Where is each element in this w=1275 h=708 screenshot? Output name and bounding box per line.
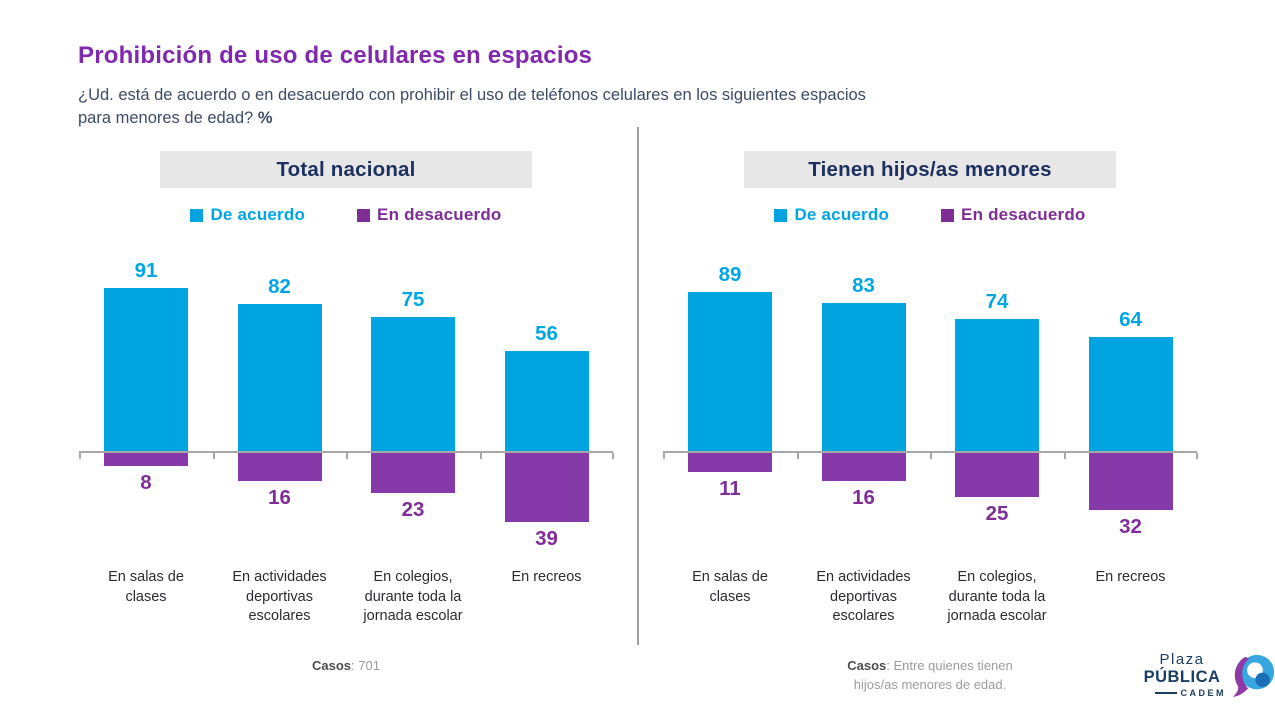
bar-disagree bbox=[1088, 452, 1173, 510]
legend-hijos-menores: De acuerdo En desacuerdo bbox=[663, 205, 1197, 225]
axis-tick bbox=[796, 453, 799, 459]
logo-underline bbox=[1154, 692, 1177, 694]
agree-swatch-icon bbox=[774, 208, 788, 222]
axis-tick bbox=[1063, 453, 1066, 459]
bar-disagree bbox=[104, 452, 188, 467]
category-label: En recreos bbox=[1095, 569, 1166, 585]
bar-agree bbox=[821, 302, 906, 452]
panel-divider bbox=[637, 127, 639, 645]
footnote-casos-label: Casos bbox=[847, 658, 887, 673]
brand-logo-text: Plaza PÚBLICA CADEM bbox=[1138, 651, 1226, 698]
bar-agree bbox=[955, 318, 1039, 452]
value-label-agree: 75 bbox=[401, 288, 425, 311]
cadem-bubble-icon bbox=[1232, 654, 1275, 697]
bar-agree bbox=[371, 317, 455, 452]
category-label: En colegios, durante toda la jornada esc… bbox=[947, 569, 1047, 624]
survey-question: ¿Ud. está de acuerdo o en desacuerdo con… bbox=[78, 84, 866, 130]
axis-tick bbox=[930, 453, 932, 459]
value-label-disagree: 16 bbox=[268, 485, 291, 509]
bar-disagree bbox=[821, 452, 906, 481]
brand-logo: Plaza PÚBLICA CADEM bbox=[1138, 651, 1275, 698]
legend-item-agree: De acuerdo bbox=[774, 205, 889, 225]
value-label-agree: 89 bbox=[718, 262, 742, 286]
axis-tick bbox=[663, 453, 665, 459]
footnote-casos-value: : 701 bbox=[351, 658, 380, 673]
footnote-total-nacional: Casos: 701 bbox=[79, 656, 613, 675]
footnote-casos-value: : Entre quienes tienen hijos/as menores … bbox=[853, 658, 1013, 692]
chart-total-nacional: 91 8 En salas de clases 82 16 En actividades … bbox=[79, 242, 614, 642]
logo-plaza-text: Plaza bbox=[1159, 651, 1205, 668]
bar-disagree bbox=[237, 452, 322, 481]
panel-title-total-nacional: Total nacional bbox=[160, 151, 532, 188]
legend-label-disagree: En desacuerdo bbox=[961, 205, 1086, 224]
bar-agree bbox=[237, 304, 322, 452]
axis-tick bbox=[212, 453, 215, 459]
legend-item-agree: De acuerdo bbox=[190, 205, 305, 225]
page-title: Prohibición de uso de celulares en espac… bbox=[78, 42, 593, 69]
bar-agree bbox=[1088, 336, 1173, 452]
value-label-disagree: 23 bbox=[401, 498, 425, 522]
value-label-agree: 64 bbox=[1119, 307, 1142, 331]
agree-swatch-icon bbox=[190, 208, 204, 222]
footnote-hijos-menores: Casos: Entre quienes tienen hijos/as men… bbox=[827, 656, 1033, 694]
axis-tick bbox=[479, 453, 482, 459]
x-axis-line bbox=[79, 451, 613, 453]
value-label-disagree: 8 bbox=[140, 471, 152, 495]
footnote-casos-label: Casos bbox=[312, 658, 352, 673]
axis-tick bbox=[1195, 453, 1198, 459]
bar-disagree bbox=[955, 452, 1039, 497]
legend-total-nacional: De acuerdo En desacuerdo bbox=[79, 205, 613, 225]
bar-agree bbox=[104, 288, 188, 452]
value-label-agree: 74 bbox=[985, 289, 1009, 313]
value-label-disagree: 32 bbox=[1119, 514, 1142, 538]
x-axis-line bbox=[663, 451, 1197, 453]
axis-tick bbox=[79, 453, 81, 459]
legend-item-disagree: En desacuerdo bbox=[941, 205, 1085, 225]
logo-cadem-text: CADEM bbox=[1180, 688, 1226, 698]
disagree-swatch-icon bbox=[941, 208, 955, 222]
bar-agree bbox=[688, 291, 772, 452]
value-label-agree: 91 bbox=[134, 259, 158, 283]
value-label-agree: 83 bbox=[852, 273, 875, 297]
axis-tick bbox=[346, 453, 348, 459]
value-label-disagree: 11 bbox=[719, 476, 741, 500]
chart-hijos-menores: 89 11 En salas de clases 83 16 En actividades… bbox=[663, 242, 1198, 642]
axis-tick bbox=[611, 453, 614, 459]
value-label-disagree: 25 bbox=[985, 502, 1009, 525]
legend-item-disagree: En desacuerdo bbox=[357, 205, 501, 225]
panel-title-hijos-menores: Tienen hijos/as menores bbox=[744, 151, 1116, 188]
value-label-disagree: 16 bbox=[852, 485, 875, 509]
disagree-swatch-icon bbox=[357, 208, 371, 222]
logo-cadem-row: CADEM bbox=[1138, 688, 1226, 698]
percent-label: % bbox=[257, 109, 273, 127]
bar-agree bbox=[504, 351, 589, 452]
survey-question-line1: ¿Ud. está de acuerdo o en desacuerdo con… bbox=[78, 86, 866, 104]
category-label: En recreos bbox=[511, 569, 582, 585]
bar-disagree bbox=[688, 452, 772, 472]
category-label: En salas de clases bbox=[692, 569, 768, 605]
category-label: En actividades deportivas escolares bbox=[816, 569, 911, 624]
legend-label-disagree: En desacuerdo bbox=[377, 205, 502, 224]
value-label-agree: 82 bbox=[268, 275, 291, 299]
category-label: En salas de clases bbox=[108, 569, 184, 605]
legend-label-agree: De acuerdo bbox=[210, 205, 306, 224]
category-label: En actividades deportivas escolares bbox=[232, 569, 327, 624]
category-label: En colegios, durante toda la jornada esc… bbox=[363, 569, 463, 624]
bar-disagree bbox=[504, 452, 589, 523]
value-label-agree: 56 bbox=[535, 322, 558, 346]
survey-question-line2: para menores de edad? bbox=[78, 109, 254, 127]
bar-disagree bbox=[371, 452, 455, 494]
value-label-disagree: 39 bbox=[535, 527, 558, 551]
legend-label-agree: De acuerdo bbox=[794, 205, 890, 224]
logo-publica-text: PÚBLICA bbox=[1143, 668, 1221, 686]
